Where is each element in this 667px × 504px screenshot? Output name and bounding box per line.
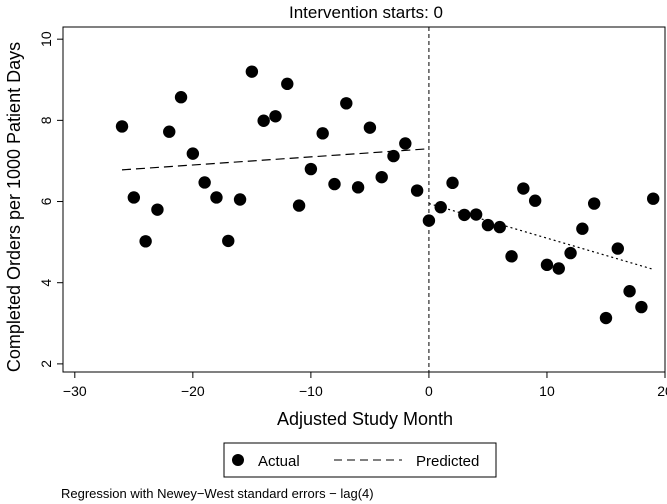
- actual-point: [351, 181, 365, 194]
- actual-point: [422, 214, 436, 227]
- actual-point: [611, 242, 624, 255]
- x-tick-label: 0: [425, 383, 433, 399]
- actual-point: [587, 197, 601, 210]
- actual-point: [210, 191, 223, 204]
- actual-point: [564, 246, 577, 260]
- actual-point: [399, 137, 412, 150]
- predicted-lines: [121, 148, 654, 270]
- legend: Actual Predicted: [223, 442, 497, 478]
- x-tick-label: 20: [657, 383, 667, 399]
- actual-point: [387, 149, 400, 163]
- actual-point: [245, 65, 259, 78]
- actual-point: [198, 176, 211, 189]
- legend-predicted-label: Predicted: [416, 453, 479, 470]
- actual-point: [434, 201, 447, 214]
- actual-point: [646, 192, 660, 205]
- plot-area: [62, 26, 666, 373]
- y-tick-label: 6: [38, 197, 54, 205]
- y-axis: 2 4 6 8 10: [38, 31, 64, 368]
- y-tick-label: 8: [38, 116, 54, 124]
- actual-point: [127, 191, 141, 204]
- actual-point: [151, 203, 164, 216]
- actual-point: [222, 234, 235, 248]
- actual-point: [505, 250, 518, 263]
- actual-point: [363, 121, 377, 134]
- predicted-dashed-line: [121, 148, 429, 171]
- actual-point: [304, 162, 318, 176]
- actual-point: [410, 184, 424, 197]
- chart-title: Intervention starts: 0: [289, 3, 443, 22]
- actual-point: [316, 127, 329, 140]
- actual-point: [257, 114, 270, 127]
- actual-point: [186, 147, 200, 160]
- actual-point: [163, 125, 176, 138]
- y-axis-title: Completed Orders per 1000 Patient Days: [4, 42, 24, 372]
- regression-note: Regression with Newey−West standard erro…: [61, 486, 374, 501]
- x-tick-label: 10: [539, 383, 555, 399]
- actual-point: [233, 193, 247, 206]
- x-axis-title: Adjusted Study Month: [277, 409, 453, 429]
- actual-point: [139, 235, 152, 248]
- actual-point: [635, 300, 648, 314]
- x-axis: −30 −20 −10 0 10 20: [63, 371, 667, 399]
- y-tick-label: 10: [38, 31, 54, 47]
- x-tick-label: −20: [181, 383, 205, 399]
- actual-point: [328, 177, 341, 191]
- actual-point: [458, 208, 471, 222]
- actual-point: [340, 97, 353, 110]
- actual-point: [269, 110, 282, 123]
- actual-point: [552, 262, 565, 275]
- actual-point: [281, 77, 294, 91]
- legend-actual-marker: [232, 454, 244, 466]
- actual-point: [469, 208, 483, 221]
- actual-point: [115, 120, 129, 133]
- actual-point: [517, 182, 530, 195]
- actual-point: [540, 258, 554, 272]
- actual-point: [599, 311, 613, 325]
- actual-point: [292, 199, 306, 212]
- actual-point: [576, 222, 589, 235]
- x-tick-label: −10: [299, 383, 323, 399]
- actual-point: [481, 218, 495, 232]
- actual-point: [375, 170, 388, 184]
- predicted-dotted-line: [428, 202, 654, 270]
- actual-point: [623, 285, 636, 298]
- legend-actual-label: Actual: [258, 453, 300, 470]
- y-tick-label: 2: [38, 360, 54, 368]
- actual-point: [493, 220, 506, 234]
- y-tick-label: 4: [38, 279, 54, 287]
- actual-point: [446, 176, 459, 190]
- actual-points: [115, 65, 660, 325]
- actual-point: [528, 194, 542, 207]
- x-tick-label: −30: [63, 383, 87, 399]
- actual-point: [174, 91, 188, 104]
